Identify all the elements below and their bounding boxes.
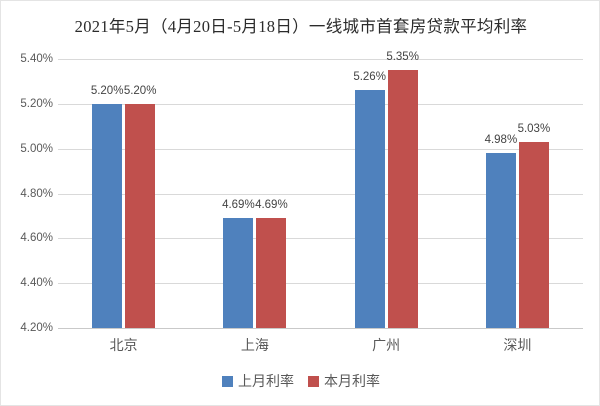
legend-swatch-icon xyxy=(222,375,233,387)
gridline xyxy=(58,148,583,150)
bar-current-month[interactable] xyxy=(387,70,418,328)
bar-data-label: 4.69% xyxy=(222,199,255,212)
x-axis-category-label: 北京 xyxy=(109,339,138,354)
gridline xyxy=(58,103,583,105)
chart-title: 2021年5月（4月20日-5月18日）一线城市首套房贷款平均利率 xyxy=(74,17,528,36)
legend-label: 本月利率 xyxy=(324,375,380,390)
bar-group: 4.69% 4.69% xyxy=(189,59,320,328)
bar-data-label: 5.03% xyxy=(517,122,551,135)
bar-prev-month[interactable] xyxy=(92,103,123,328)
legend-swatch-icon xyxy=(308,375,319,387)
x-axis-category-label: 深圳 xyxy=(503,339,532,354)
bar-data-label: 5.20% xyxy=(90,84,124,97)
legend-item-current-month[interactable]: 本月利率 xyxy=(308,371,380,391)
gridline xyxy=(58,283,583,285)
bar-group: 4.98% 5.03% xyxy=(452,59,583,328)
y-axis: 5.40% 5.20% 5.00% 4.80% 4.60% 4.40% 4.20% xyxy=(4,53,53,334)
y-axis-tick-label: 4.20% xyxy=(20,322,53,334)
gridline xyxy=(58,193,583,195)
bar-data-label: 5.20% xyxy=(123,84,157,97)
y-axis-tick-label: 5.00% xyxy=(20,142,53,155)
legend-label: 上月利率 xyxy=(238,375,294,390)
plot-area: 5.20% 5.20% 4.69% 4.69% 5.26% 5.35% 4.98% 5.03% xyxy=(58,51,583,329)
x-axis: 北京 上海 广州 深圳 xyxy=(58,335,583,359)
bar-prev-month[interactable] xyxy=(223,218,254,328)
bar-data-label: 4.98% xyxy=(484,134,518,147)
y-axis-tick-label: 4.40% xyxy=(20,277,53,290)
y-axis-tick-label: 5.20% xyxy=(20,97,53,110)
chart-legend: 上月利率 本月利率 xyxy=(1,371,599,391)
bar-data-label: 5.26% xyxy=(353,71,386,84)
x-axis-category-label: 广州 xyxy=(372,339,401,354)
gridline xyxy=(58,238,583,240)
y-axis-tick-label: 4.60% xyxy=(20,232,53,245)
bar-current-month[interactable] xyxy=(256,218,287,328)
bar-prev-month[interactable] xyxy=(485,153,516,328)
bar-group: 5.20% 5.20% xyxy=(58,59,189,328)
bar-prev-month[interactable] xyxy=(354,90,385,328)
bar-group: 5.26% 5.35% xyxy=(321,51,452,328)
gridline xyxy=(58,59,583,60)
bar-current-month[interactable] xyxy=(125,103,156,328)
legend-item-prev-month[interactable]: 上月利率 xyxy=(222,371,294,391)
y-axis-tick-label: 5.40% xyxy=(20,53,53,65)
gridline xyxy=(58,328,583,329)
x-axis-category-label: 上海 xyxy=(240,339,269,354)
bar-data-label: 4.69% xyxy=(255,199,288,212)
bar-current-month[interactable] xyxy=(518,141,549,328)
y-axis-tick-label: 4.80% xyxy=(20,187,53,200)
bar-data-label: 5.35% xyxy=(386,51,419,64)
